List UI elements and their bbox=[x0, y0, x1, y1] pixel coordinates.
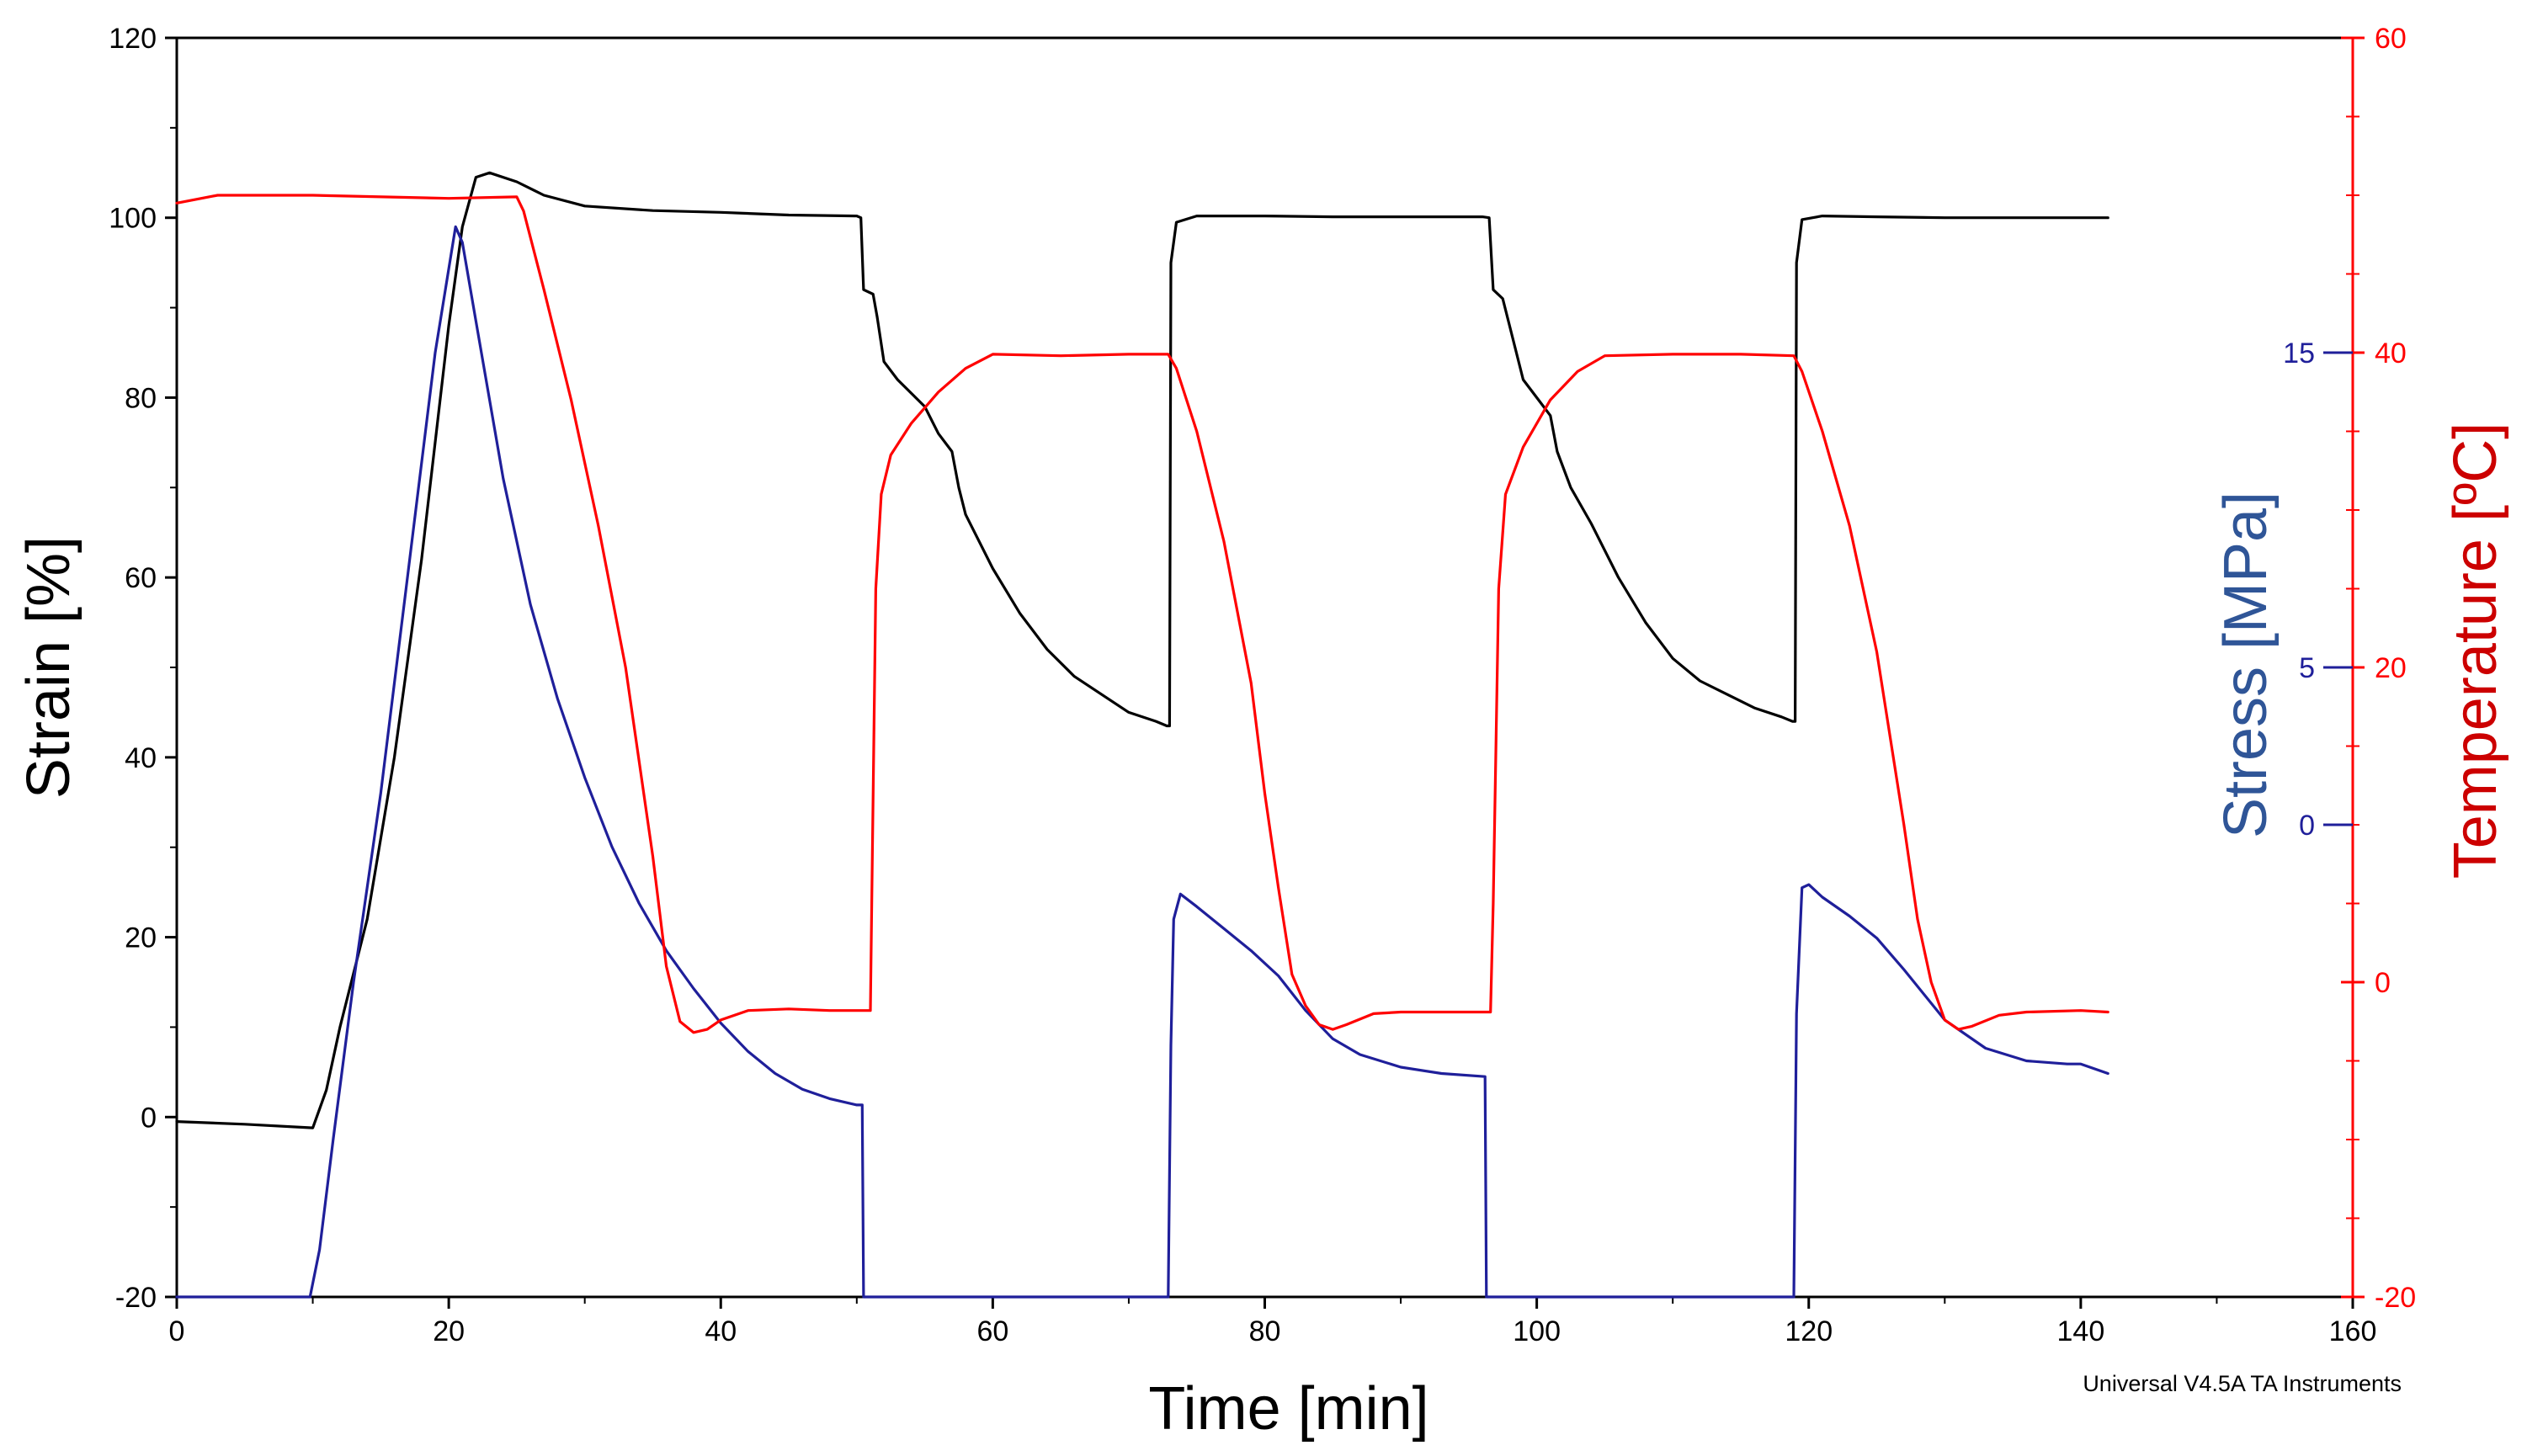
x-tick-label: 20 bbox=[433, 1315, 465, 1347]
strain-tick-label: 20 bbox=[125, 922, 157, 954]
x-tick-label: 40 bbox=[705, 1315, 737, 1347]
temperature-tick-label: 40 bbox=[2375, 337, 2407, 369]
x-tick-label: 80 bbox=[1249, 1315, 1281, 1347]
x-axis: 0 20 40 60 80 100 120 140 160 bbox=[169, 1297, 2377, 1347]
strain-axis: -20 0 20 40 60 80 100 120 bbox=[109, 23, 177, 1314]
strain-tick-label: 100 bbox=[109, 203, 157, 235]
temperature-axis-title: Temperature [ºC] bbox=[2442, 422, 2509, 879]
temperature-tick-label: 0 bbox=[2375, 967, 2391, 999]
strain-tick-label: 80 bbox=[125, 382, 157, 414]
stress-tick-label: 5 bbox=[2299, 652, 2315, 684]
strain-tick-label: 120 bbox=[109, 23, 157, 55]
x-tick-label: 0 bbox=[169, 1315, 185, 1347]
stress-axis: 5 0 15 bbox=[2283, 337, 2353, 842]
x-axis-title: Time [min] bbox=[1148, 1375, 1428, 1443]
series-layer bbox=[175, 171, 2109, 1299]
x-tick-label: 120 bbox=[1785, 1315, 1833, 1347]
series-line-strain bbox=[175, 171, 2109, 1129]
temperature-tick-label: 60 bbox=[2375, 23, 2407, 55]
x-tick-label: 100 bbox=[1513, 1315, 1561, 1347]
temperature-tick-label: -20 bbox=[2375, 1282, 2416, 1314]
strain-tick-label: 0 bbox=[141, 1102, 157, 1134]
series-line-temperature bbox=[175, 194, 2109, 1034]
strain-axis-title: Strain [%] bbox=[15, 536, 82, 799]
strain-tick-label: 40 bbox=[125, 742, 157, 774]
series-line-stress bbox=[175, 225, 2109, 1299]
x-tick-label: 60 bbox=[976, 1315, 1008, 1347]
strain-tick-label: -20 bbox=[115, 1282, 157, 1314]
stress-tick-label: 0 bbox=[2299, 810, 2315, 842]
footer-note: Universal V4.5A TA Instruments bbox=[2083, 1371, 2402, 1396]
temperature-tick-label: 20 bbox=[2375, 652, 2407, 684]
stress-tick-label: 15 bbox=[2283, 337, 2315, 369]
strain-tick-label: 60 bbox=[125, 562, 157, 594]
stress-axis-title: Stress [MPa] bbox=[2212, 492, 2280, 838]
x-tick-label: 160 bbox=[2329, 1315, 2377, 1347]
x-tick-label: 140 bbox=[2057, 1315, 2105, 1347]
plot-frame bbox=[175, 36, 2354, 1299]
